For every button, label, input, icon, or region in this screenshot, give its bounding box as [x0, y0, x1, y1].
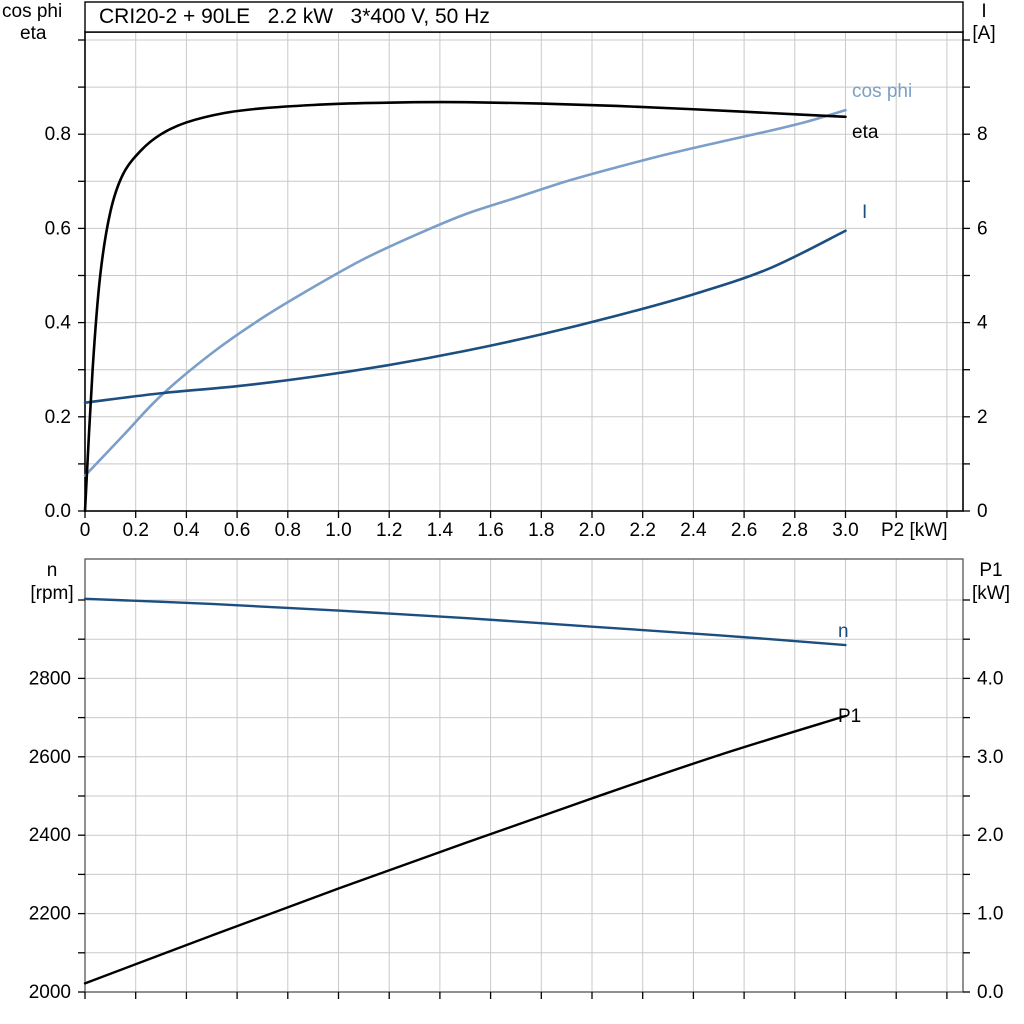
svg-text:4.0: 4.0 — [977, 668, 1003, 689]
svg-text:[kW]: [kW] — [972, 583, 1010, 604]
svg-text:1.8: 1.8 — [528, 520, 554, 541]
svg-text:0.4: 0.4 — [173, 520, 200, 541]
svg-text:0.6: 0.6 — [224, 520, 250, 541]
svg-text:0.4: 0.4 — [45, 313, 72, 334]
svg-text:n: n — [838, 621, 849, 642]
svg-text:0.8: 0.8 — [275, 520, 301, 541]
svg-text:2.8: 2.8 — [782, 520, 808, 541]
svg-text:1.0: 1.0 — [977, 904, 1003, 925]
svg-text:2200: 2200 — [29, 904, 71, 925]
svg-text:eta: eta — [20, 23, 47, 44]
svg-text:0: 0 — [977, 501, 988, 522]
svg-text:6: 6 — [977, 218, 988, 239]
svg-text:2.0: 2.0 — [977, 825, 1003, 846]
svg-text:2: 2 — [977, 407, 988, 428]
svg-text:1.2: 1.2 — [376, 520, 402, 541]
svg-text:2600: 2600 — [29, 747, 71, 768]
svg-text:P1: P1 — [838, 706, 861, 727]
svg-text:eta: eta — [852, 122, 879, 143]
svg-text:8: 8 — [977, 124, 988, 145]
svg-text:2000: 2000 — [29, 982, 71, 1003]
svg-text:2800: 2800 — [29, 668, 71, 689]
svg-text:1.6: 1.6 — [477, 520, 503, 541]
svg-text:1.0: 1.0 — [325, 520, 351, 541]
svg-text:P1: P1 — [979, 560, 1002, 581]
svg-text:[rpm]: [rpm] — [30, 583, 73, 604]
svg-text:4: 4 — [977, 313, 988, 334]
svg-text:2.6: 2.6 — [731, 520, 757, 541]
svg-text:2.2: 2.2 — [629, 520, 655, 541]
svg-text:CRI20-2 + 90LE 2.2 kW 3*40: CRI20-2 + 90LE 2.2 kW 3*400 V, 50 Hz — [99, 5, 490, 28]
svg-text:0.8: 0.8 — [45, 124, 71, 145]
svg-text:n: n — [47, 560, 58, 581]
svg-text:3.0: 3.0 — [977, 747, 1003, 768]
svg-text:cos phi: cos phi — [2, 1, 62, 22]
svg-text:3.0: 3.0 — [832, 520, 858, 541]
svg-text:0.0: 0.0 — [977, 982, 1003, 1003]
svg-text:0.2: 0.2 — [122, 520, 148, 541]
svg-text:1.4: 1.4 — [427, 520, 454, 541]
svg-text:0.0: 0.0 — [45, 501, 71, 522]
svg-text:0: 0 — [80, 520, 91, 541]
svg-text:cos phi: cos phi — [852, 81, 912, 102]
svg-text:2400: 2400 — [29, 825, 71, 846]
svg-text:I: I — [862, 202, 867, 223]
svg-text:0.6: 0.6 — [45, 218, 71, 239]
svg-text:[A]: [A] — [972, 23, 995, 44]
svg-text:0.2: 0.2 — [45, 407, 71, 428]
svg-text:2.0: 2.0 — [579, 520, 605, 541]
svg-text:I: I — [981, 1, 986, 22]
svg-text:P2 [kW]: P2 [kW] — [881, 520, 948, 541]
svg-text:2.4: 2.4 — [680, 520, 707, 541]
